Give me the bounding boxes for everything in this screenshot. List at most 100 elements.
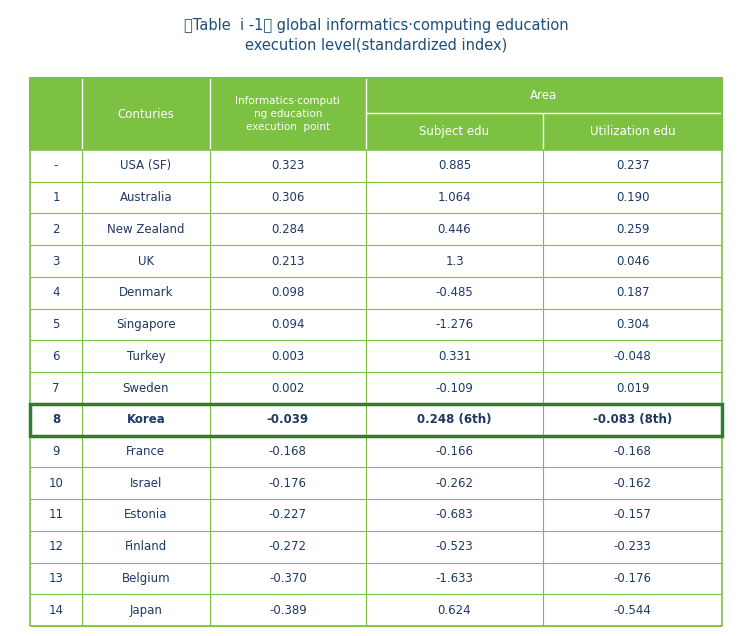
Text: UK: UK [138, 254, 154, 268]
Text: -0.039: -0.039 [267, 413, 309, 426]
Text: -0.485: -0.485 [435, 286, 474, 300]
Text: Belgium: Belgium [122, 572, 170, 585]
Bar [30, 404, 722, 436]
Text: 7: 7 [52, 382, 59, 394]
Text: Sweden: Sweden [123, 382, 169, 394]
Bar [30, 562, 722, 594]
Text: 6: 6 [52, 350, 59, 363]
Text: -1.633: -1.633 [435, 572, 474, 585]
Text: -: - [53, 160, 58, 172]
Text: 8: 8 [52, 413, 60, 426]
Text: 11: 11 [48, 508, 63, 522]
Text: Subject edu: Subject edu [420, 125, 490, 138]
Bar [30, 150, 722, 182]
Text: -0.272: -0.272 [268, 540, 307, 553]
Text: 0.304: 0.304 [616, 318, 650, 331]
Text: Informatics·computi
ng education
execution  point: Informatics·computi ng education executi… [235, 96, 340, 132]
Bar [30, 78, 722, 150]
Text: 0.187: 0.187 [616, 286, 650, 300]
Text: Korea: Korea [126, 413, 165, 426]
Text: 2: 2 [52, 223, 59, 236]
Text: 1.064: 1.064 [438, 191, 472, 204]
Text: 0.003: 0.003 [271, 350, 305, 363]
Text: -0.048: -0.048 [614, 350, 651, 363]
Text: 0.237: 0.237 [616, 160, 650, 172]
Text: Israel: Israel [130, 477, 162, 490]
Text: execution level(standardized index): execution level(standardized index) [245, 38, 507, 53]
Bar [30, 340, 722, 372]
Text: -0.227: -0.227 [268, 508, 307, 522]
Text: -0.176: -0.176 [614, 572, 652, 585]
Text: 0.094: 0.094 [271, 318, 305, 331]
Text: 0.098: 0.098 [271, 286, 305, 300]
Text: 1: 1 [52, 191, 59, 204]
Bar [30, 499, 722, 531]
Text: Turkey: Turkey [126, 350, 165, 363]
Text: -0.389: -0.389 [269, 604, 307, 617]
Text: -0.544: -0.544 [614, 604, 652, 617]
Text: -0.523: -0.523 [435, 540, 474, 553]
Text: New Zealand: New Zealand [108, 223, 185, 236]
Text: -0.233: -0.233 [614, 540, 651, 553]
Text: 0.019: 0.019 [616, 382, 650, 394]
Bar [30, 436, 722, 467]
Bar [30, 594, 722, 626]
Text: France: France [126, 445, 165, 458]
Text: Singapore: Singapore [116, 318, 176, 331]
Text: 0.259: 0.259 [616, 223, 650, 236]
Text: Denmark: Denmark [119, 286, 173, 300]
Text: -1.276: -1.276 [435, 318, 474, 331]
Text: 0.306: 0.306 [271, 191, 305, 204]
Text: 0.213: 0.213 [271, 254, 305, 268]
Text: 13: 13 [49, 572, 63, 585]
Bar [30, 467, 722, 499]
Text: 0.190: 0.190 [616, 191, 650, 204]
Bar [30, 245, 722, 277]
Text: USA (SF): USA (SF) [120, 160, 171, 172]
Bar [30, 78, 722, 150]
Text: -0.262: -0.262 [435, 477, 474, 490]
Text: -0.166: -0.166 [435, 445, 474, 458]
Text: -0.168: -0.168 [614, 445, 652, 458]
Text: 3: 3 [52, 254, 59, 268]
Text: 0.624: 0.624 [438, 604, 472, 617]
Text: -0.370: -0.370 [269, 572, 307, 585]
Bar [30, 404, 722, 436]
Text: 10: 10 [49, 477, 63, 490]
Text: -0.176: -0.176 [268, 477, 307, 490]
Text: 0.323: 0.323 [271, 160, 305, 172]
Text: 4: 4 [52, 286, 59, 300]
Text: 0.885: 0.885 [438, 160, 472, 172]
Bar [30, 182, 722, 214]
Text: -0.683: -0.683 [435, 508, 474, 522]
Bar [30, 277, 722, 308]
Text: Finland: Finland [125, 540, 167, 553]
Bar [30, 214, 722, 245]
Text: 1.3: 1.3 [445, 254, 464, 268]
Text: Estonia: Estonia [124, 508, 168, 522]
Text: Japan: Japan [129, 604, 162, 617]
Text: 0.284: 0.284 [271, 223, 305, 236]
Text: Australia: Australia [120, 191, 172, 204]
Text: 9: 9 [52, 445, 59, 458]
Text: Conturies: Conturies [117, 107, 174, 120]
Text: 0.046: 0.046 [616, 254, 650, 268]
Bar [30, 308, 722, 340]
Text: 14: 14 [48, 604, 63, 617]
Text: -0.083 (8th): -0.083 (8th) [593, 413, 672, 426]
Text: 0.002: 0.002 [271, 382, 305, 394]
Text: 12: 12 [48, 540, 63, 553]
Text: Utilization edu: Utilization edu [590, 125, 675, 138]
Text: -0.162: -0.162 [614, 477, 652, 490]
Text: 0.331: 0.331 [438, 350, 472, 363]
Text: Area: Area [530, 89, 557, 102]
Text: 0.248 (6th): 0.248 (6th) [417, 413, 492, 426]
Bar [30, 372, 722, 404]
Text: -0.157: -0.157 [614, 508, 652, 522]
Bar [30, 531, 722, 562]
Text: -0.109: -0.109 [435, 382, 474, 394]
Text: 〈Table  i -1〉 global informatics·computing education: 〈Table i -1〉 global informatics·computin… [183, 18, 569, 33]
Text: -0.168: -0.168 [268, 445, 307, 458]
Text: 5: 5 [52, 318, 59, 331]
Text: 0.446: 0.446 [438, 223, 472, 236]
